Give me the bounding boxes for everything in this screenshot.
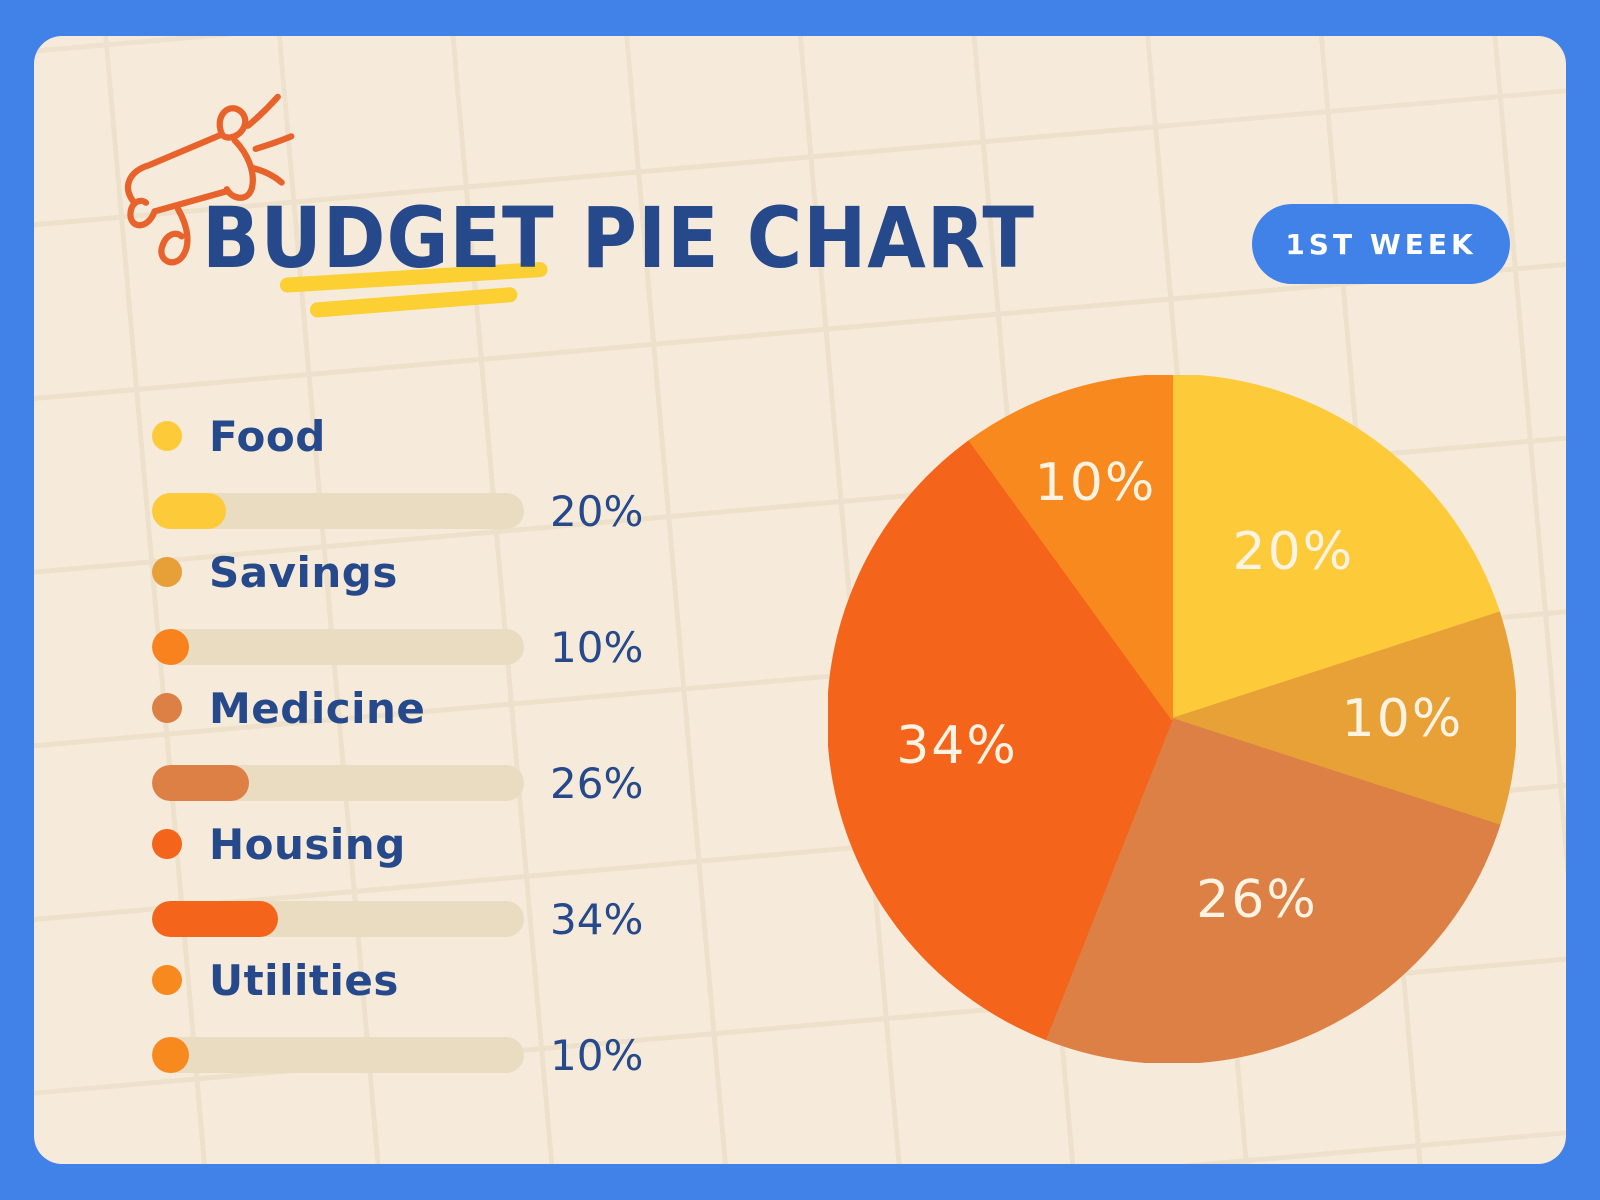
legend-bar-track: [152, 901, 524, 937]
legend-dot: [152, 829, 182, 859]
pie-slice-label-savings: 10%: [1341, 689, 1464, 749]
legend-label: Medicine: [209, 683, 426, 733]
pie-slice-medicine: [1044, 717, 1501, 1063]
legend-bar-row: 26%: [152, 759, 712, 808]
pie-slice-food: [1170, 375, 1501, 721]
legend-dot: [152, 421, 182, 451]
card: BUDGET PIE CHART 1ST WEEK Food 20% Savings…: [34, 36, 1566, 1164]
legend-label: Food: [209, 411, 326, 461]
legend-percent: 26%: [550, 758, 644, 808]
legend-item-food: Food 20%: [152, 410, 712, 536]
legend-dot: [152, 693, 182, 723]
page-title: BUDGET PIE CHART: [202, 189, 1035, 287]
pie-slice-label-medicine: 26%: [1196, 869, 1318, 930]
pie-slice-utilities: [968, 375, 1174, 721]
legend-bar-fill: [152, 901, 279, 937]
legend-percent: 20%: [550, 486, 644, 536]
legend-bar-row: 20%: [152, 487, 712, 536]
legend-percent: 10%: [550, 1030, 644, 1080]
legend-item-savings: Savings 10%: [152, 546, 712, 672]
legend-item-header: Food: [152, 410, 712, 462]
pie-slice-label-housing: 34%: [896, 716, 1018, 777]
legend-item-medicine: Medicine 26%: [152, 682, 712, 808]
pie-chart: 20% 10% 26% 34% 10%: [828, 375, 1516, 1063]
legend-item-header: Utilities: [152, 954, 712, 1006]
legend-label: Savings: [209, 547, 398, 597]
legend-item-header: Savings: [152, 546, 712, 598]
legend: Food 20% Savings 10% Medicine 26% Housing 34% Ut…: [152, 410, 712, 1090]
pie-slice-label-utilities: 10%: [1034, 453, 1157, 514]
legend-item-header: Housing: [152, 818, 712, 870]
megaphone-icon: [125, 93, 295, 266]
legend-item-utilities: Utilities 10%: [152, 954, 712, 1080]
legend-bar-row: 10%: [152, 1031, 712, 1080]
pie-slice-housing: [828, 439, 1174, 1040]
legend-bar-fill: [152, 493, 227, 529]
pie-slice-savings: [1170, 611, 1516, 827]
legend-bar-track: [152, 765, 524, 801]
legend-bar-track: [152, 493, 524, 529]
legend-bar-fill: [152, 1037, 190, 1073]
legend-dot: [152, 965, 182, 995]
pie-svg: [828, 375, 1516, 1063]
week-badge: 1ST WEEK: [1252, 204, 1510, 284]
legend-bar-track: [152, 1037, 524, 1073]
legend-item-header: Medicine: [152, 682, 712, 734]
legend-bar-row: 34%: [152, 895, 712, 944]
legend-label: Utilities: [209, 955, 399, 1005]
pie-slice-label-food: 20%: [1232, 522, 1355, 583]
legend-percent: 34%: [550, 894, 644, 944]
legend-percent: 10%: [550, 622, 644, 672]
legend-bar-fill: [152, 765, 249, 801]
legend-label: Housing: [209, 819, 406, 869]
legend-item-housing: Housing 34%: [152, 818, 712, 944]
legend-bar-fill: [152, 629, 190, 665]
legend-bar-row: 10%: [152, 623, 712, 672]
legend-bar-track: [152, 629, 524, 665]
week-badge-label: 1ST WEEK: [1285, 227, 1477, 261]
legend-dot: [152, 557, 182, 587]
